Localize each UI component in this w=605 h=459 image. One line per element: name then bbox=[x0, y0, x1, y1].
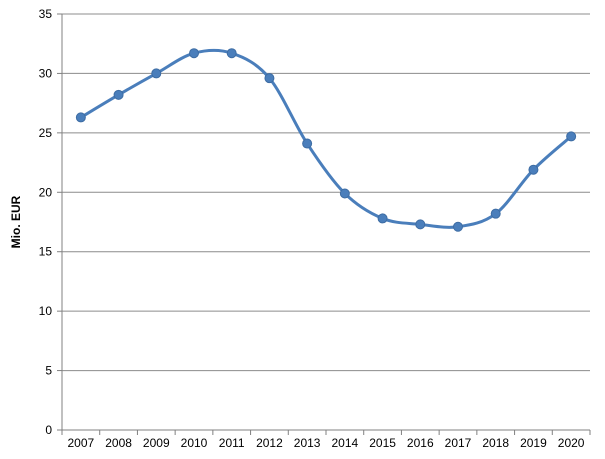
y-tick-label: 35 bbox=[39, 7, 53, 21]
data-point-2013 bbox=[302, 138, 313, 149]
y-tick-label: 10 bbox=[39, 304, 53, 318]
data-point-2020 bbox=[566, 131, 577, 142]
x-tick-label: 2009 bbox=[143, 436, 170, 450]
y-tick-label: 0 bbox=[45, 423, 52, 437]
data-point-2011 bbox=[226, 48, 237, 59]
x-tick-label: 2007 bbox=[68, 436, 95, 450]
data-point-2010 bbox=[189, 48, 199, 59]
y-tick-label: 30 bbox=[39, 66, 53, 80]
data-point-2016 bbox=[415, 219, 426, 230]
x-tick-label: 2019 bbox=[520, 436, 547, 450]
series-group bbox=[75, 48, 577, 232]
x-tick-label: 2014 bbox=[332, 436, 359, 450]
y-tick-label: 20 bbox=[39, 185, 53, 199]
x-tick-label: 2010 bbox=[181, 436, 208, 450]
x-tick-label: 2013 bbox=[294, 436, 321, 450]
y-tick-label: 15 bbox=[39, 245, 53, 259]
data-point-2008 bbox=[113, 89, 124, 100]
x-tick-label: 2020 bbox=[558, 436, 585, 450]
y-axis-ticks: 0 5 10 15 20 25 30 35 bbox=[39, 7, 62, 437]
data-point-2019 bbox=[528, 164, 539, 175]
data-point-2007 bbox=[75, 112, 86, 123]
data-point-2015 bbox=[377, 213, 388, 224]
y-tick-label: 25 bbox=[39, 126, 53, 140]
data-point-2012 bbox=[264, 73, 275, 84]
y-axis-title: Mio. EUR bbox=[9, 195, 23, 248]
x-tick-label: 2011 bbox=[219, 436, 245, 450]
data-point-2017 bbox=[453, 221, 463, 232]
x-tick-label: 2008 bbox=[105, 436, 132, 450]
x-tick-label: 2016 bbox=[407, 436, 434, 450]
x-axis-ticks: 2007 2008 2009 2010 2011 2012 2013 2014 2015 2016… bbox=[61, 430, 591, 450]
axes bbox=[61, 14, 590, 431]
data-point-2018 bbox=[490, 208, 501, 219]
gridlines bbox=[62, 13, 590, 372]
data-point-2009 bbox=[151, 68, 162, 79]
y-tick-label: 5 bbox=[45, 364, 52, 378]
x-tick-label: 2018 bbox=[482, 436, 509, 450]
x-tick-label: 2015 bbox=[369, 436, 396, 450]
x-tick-label: 2012 bbox=[256, 436, 283, 450]
x-tick-label: 2017 bbox=[445, 436, 472, 450]
data-point-2014 bbox=[339, 188, 350, 199]
